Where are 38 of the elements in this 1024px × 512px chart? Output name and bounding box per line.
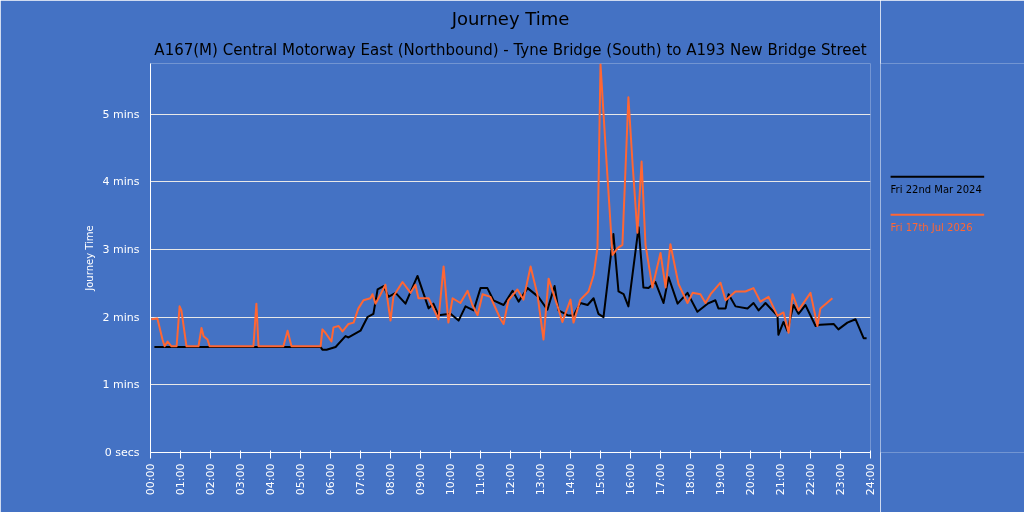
y-tick-label: 1 mins xyxy=(102,378,140,392)
x-tick-label: 16:00 xyxy=(624,463,637,496)
x-tick-label: 18:00 xyxy=(684,463,697,496)
text: Fri 17th Jul 2026 xyxy=(890,222,973,234)
chart-title: Journey Time xyxy=(450,7,570,29)
line-series xyxy=(150,63,834,348)
y-tick-label: 3 mins xyxy=(102,243,140,257)
x-tick-label: 00:00 xyxy=(144,463,157,496)
x-tick-label: 02:00 xyxy=(204,463,217,496)
x-tick-label: 10:00 xyxy=(444,463,457,496)
x-tick-label: 12:00 xyxy=(504,463,517,496)
x-tick-label: 01:00 xyxy=(174,463,187,496)
y-tick-label: 4 mins xyxy=(102,175,140,189)
line-series xyxy=(153,226,868,351)
x-tick-label: 09:00 xyxy=(414,463,427,496)
x-tick-label: 22:00 xyxy=(804,463,817,496)
x-tick-label: 19:00 xyxy=(714,463,727,496)
x-tick-label: 21:00 xyxy=(774,463,787,496)
x-tick-label: 07:00 xyxy=(354,463,367,496)
y-axis-title: Journey Time xyxy=(83,225,95,292)
x-tick-label: 17:00 xyxy=(654,463,667,496)
x-tick-label: 08:00 xyxy=(384,463,397,496)
y-tick-label: 2 mins xyxy=(102,310,140,324)
x-tick-label: 04:00 xyxy=(264,463,277,496)
x-tick-label: 24:00 xyxy=(864,463,877,496)
x-tick-label: 23:00 xyxy=(834,463,847,496)
x-tick-label: 05:00 xyxy=(294,463,307,496)
x-tick-label: 03:00 xyxy=(234,463,247,496)
x-tick-label: 13:00 xyxy=(534,463,547,496)
x-tick-label: 15:00 xyxy=(594,463,607,496)
y-tick-label: 5 mins xyxy=(102,107,140,121)
y-tick-label: 0 secs xyxy=(104,446,140,459)
x-tick-label: 14:00 xyxy=(564,463,577,496)
x-tick-label: 20:00 xyxy=(744,463,757,496)
chart-subtitle: A167(M) Central Motorway East (Northbound) - Tyne Bridge (South) to A193 New Bridge Street xyxy=(154,40,867,59)
x-tick-label: 11:00 xyxy=(474,463,487,496)
x-tick-label: 06:00 xyxy=(324,463,337,496)
text: Fri 22nd Mar 2024 xyxy=(890,184,982,196)
